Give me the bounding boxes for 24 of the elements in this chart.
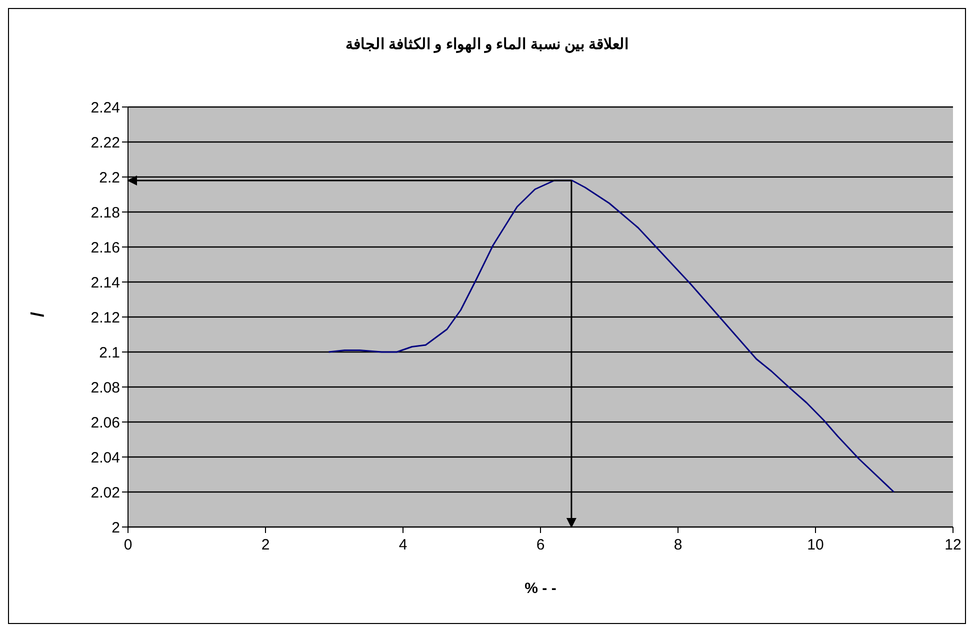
- y-tick-label: 2.24: [90, 99, 120, 116]
- line-series: [328, 180, 895, 493]
- x-axis-title: % - -: [524, 580, 556, 597]
- x-tick-label: 10: [807, 536, 824, 554]
- y-tick-label: 2.1: [99, 344, 120, 362]
- x-tick-label: 4: [398, 536, 408, 554]
- y-tick-label: 2.14: [90, 274, 120, 292]
- y-tick-label: 2.22: [90, 134, 120, 152]
- y-tick-label: 2.02: [90, 484, 120, 502]
- y-axis-title: /: [27, 312, 48, 317]
- y-tick-label: 2: [112, 519, 120, 536]
- y-tick-label: 2.2: [99, 169, 120, 186]
- y-tick-label: 2.16: [90, 239, 120, 256]
- y-tick-label: 2.06: [90, 414, 120, 432]
- x-tick-label: 0: [124, 536, 132, 554]
- x-tick-label: 8: [674, 536, 682, 554]
- x-tick-label: 6: [536, 536, 545, 554]
- y-tick-label: 2.04: [90, 449, 120, 466]
- y-tick-label: 2.18: [90, 204, 120, 222]
- y-tick-label: 2.08: [90, 379, 120, 396]
- x-tick-label: 12: [944, 536, 962, 554]
- y-tick-label: 2.12: [90, 309, 120, 326]
- chart-title: العلاقة بين نسبة الماء و الهواء و الكثافة الجافة: [345, 36, 629, 53]
- x-tick-label: 2: [261, 536, 270, 554]
